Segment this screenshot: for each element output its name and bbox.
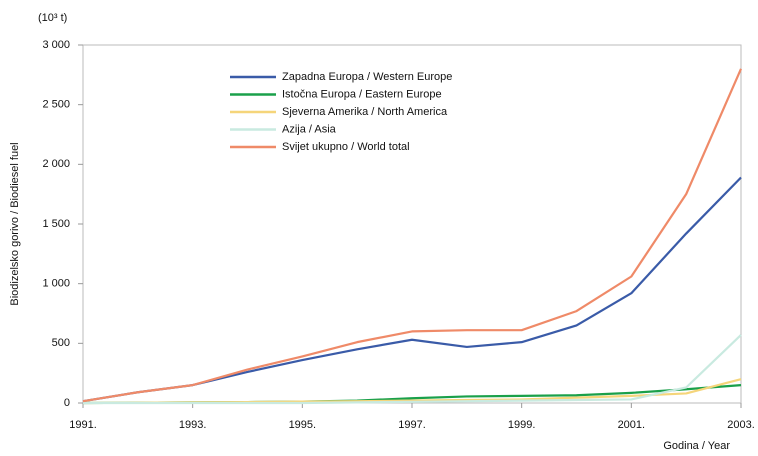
x-tick-label: 2001. bbox=[618, 419, 646, 431]
legend-label: Zapadna Europa / Western Europe bbox=[282, 71, 452, 83]
y-tick-label: 2 500 bbox=[42, 99, 70, 111]
x-tick-label: 1993. bbox=[179, 419, 207, 431]
y-tick-label: 1 500 bbox=[42, 218, 70, 230]
legend-label: Istočna Europa / Eastern Europe bbox=[282, 88, 442, 100]
series-line bbox=[82, 176, 742, 403]
series-line bbox=[82, 68, 743, 403]
y-tick-label: 2 000 bbox=[42, 158, 70, 170]
y-tick-label: 3 000 bbox=[42, 39, 70, 51]
series-line bbox=[83, 334, 742, 405]
y-tick-label: 1 000 bbox=[42, 278, 70, 290]
y-tick-label: 0 bbox=[64, 397, 70, 409]
x-axis-label: Godina / Year bbox=[663, 440, 730, 452]
y-tick-label: 500 bbox=[52, 337, 70, 349]
x-tick-label: 1995. bbox=[289, 419, 317, 431]
x-tick-label: 1991. bbox=[69, 419, 97, 431]
x-tick-label: 2003. bbox=[727, 419, 755, 431]
unit-label: (10³ t) bbox=[38, 12, 67, 24]
legend-label: Sjeverna Amerika / North America bbox=[282, 106, 448, 118]
x-tick-label: 1997. bbox=[398, 419, 426, 431]
x-tick-label: 1999. bbox=[508, 419, 536, 431]
legend-label: Azija / Asia bbox=[282, 123, 337, 135]
y-axis-label: Biodizelsko gorivo / Biodiesel fuel bbox=[9, 142, 21, 305]
legend-label: Svijet ukupno / World total bbox=[282, 141, 410, 153]
